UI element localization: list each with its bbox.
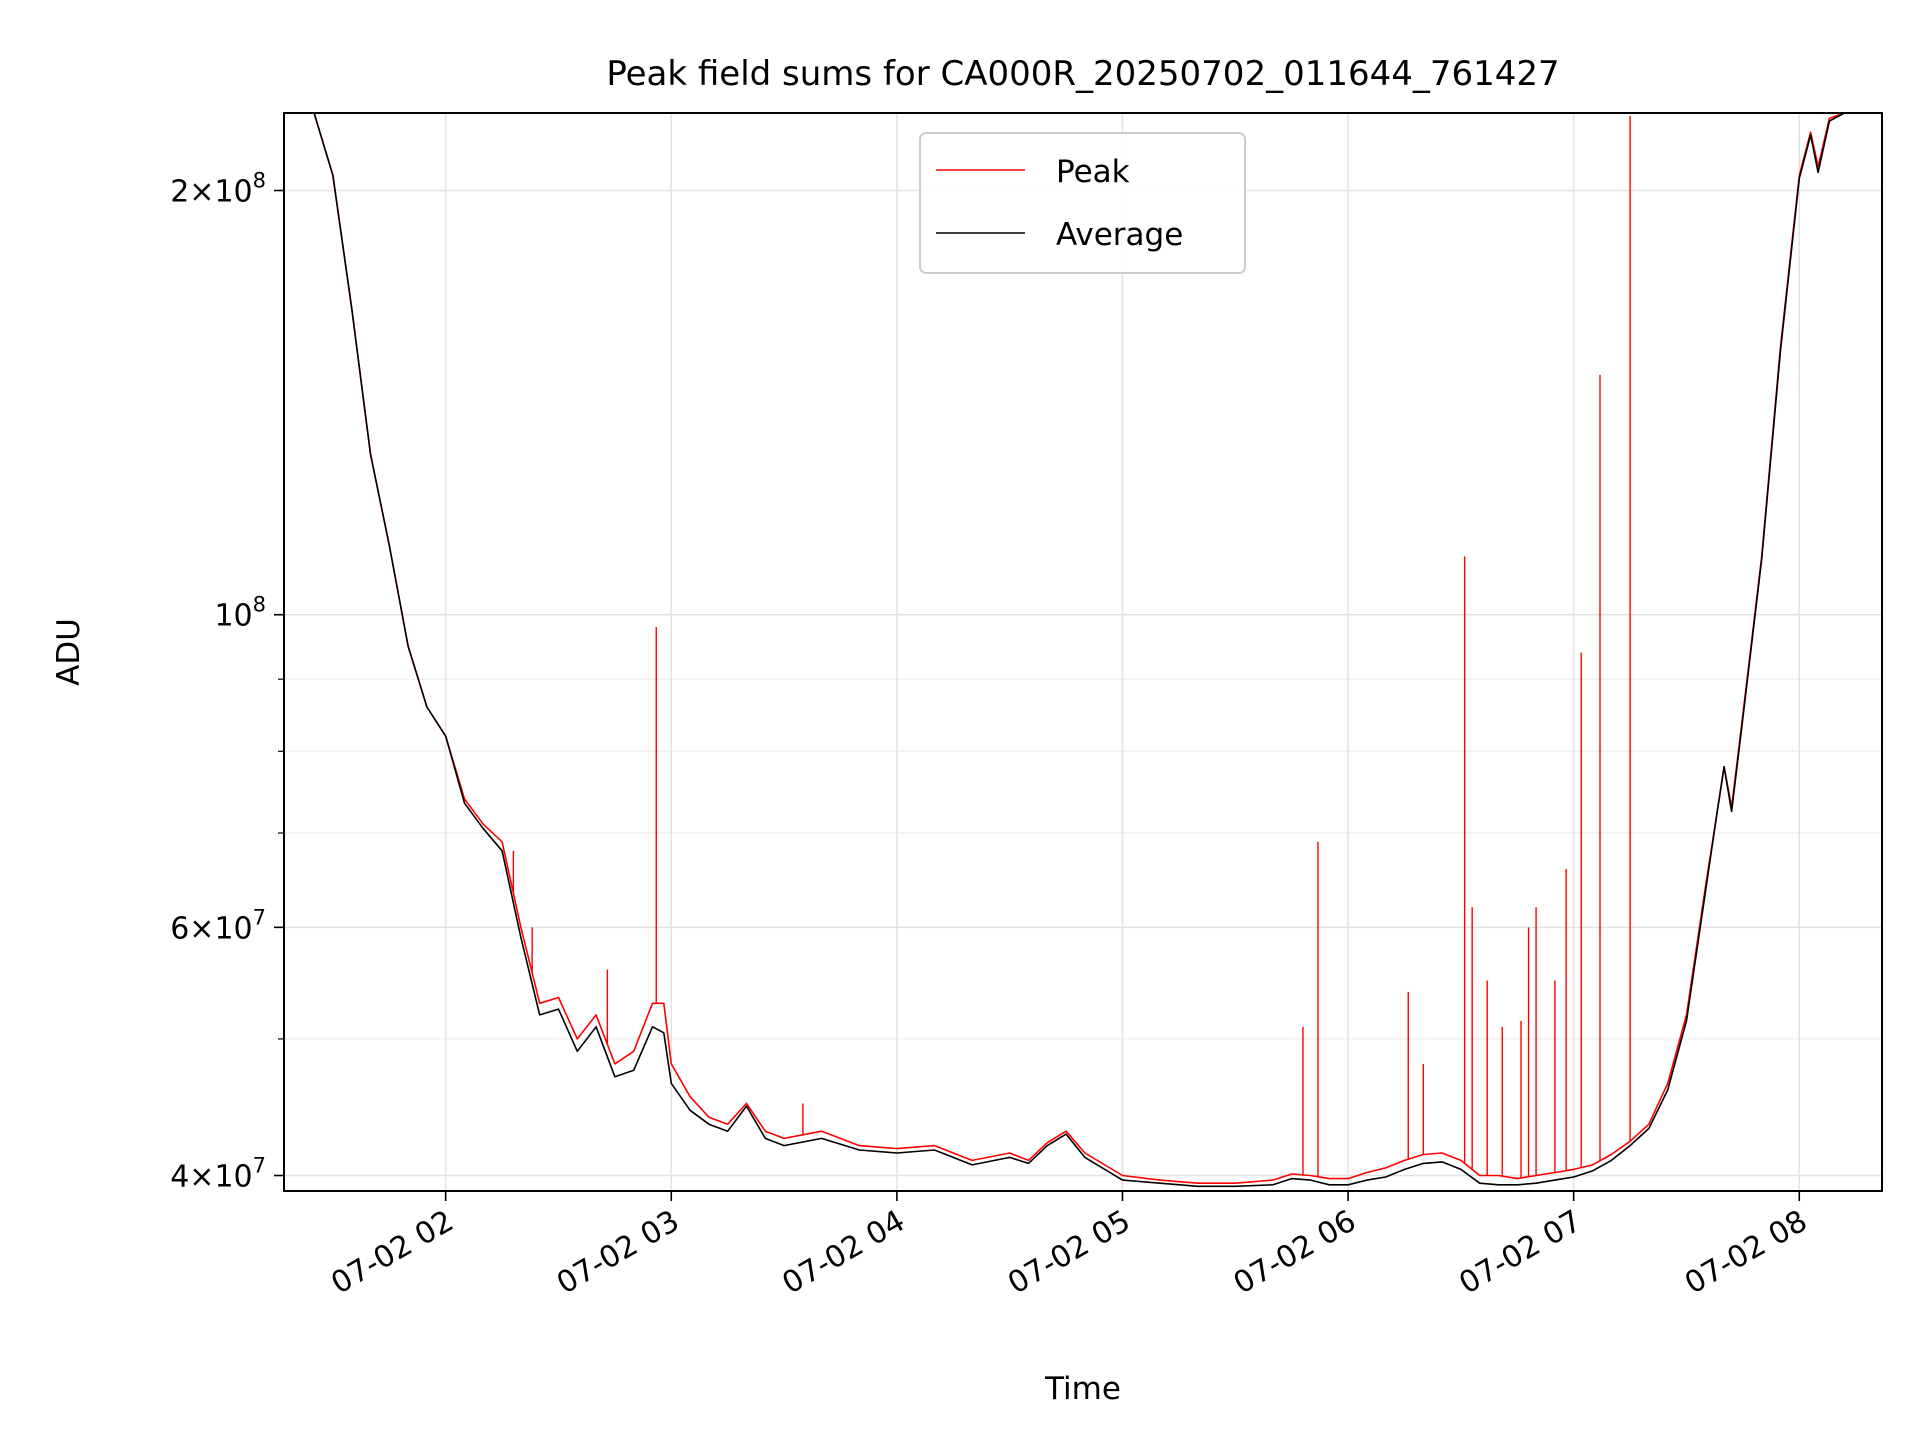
plot-background <box>284 113 1882 1191</box>
series-average-line <box>284 113 1882 1188</box>
chart-title: Peak field sums for CA000R_20250702_0116… <box>606 54 1559 94</box>
y-tick-label: 2×108 <box>170 169 266 210</box>
series-average <box>284 113 1882 1188</box>
y-tick-label: 4×107 <box>170 1154 266 1195</box>
series-layer <box>284 113 1882 1188</box>
y-axis-label: ADU <box>51 618 87 686</box>
grid <box>284 113 1882 1191</box>
series-peak <box>284 113 1882 1184</box>
legend-label-average: Average <box>1056 217 1183 253</box>
y-axis: 4×107 6×107 108 2×108 <box>170 169 284 1195</box>
legend-label-peak: Peak <box>1056 154 1130 190</box>
series-peak-line <box>284 113 1882 1184</box>
y-tick-label: 108 <box>214 593 266 634</box>
y-tick-label: 6×107 <box>170 905 266 946</box>
plot-frame <box>283 112 1883 1192</box>
x-axis-label: Time <box>1044 1371 1121 1407</box>
plot-area <box>283 112 1883 1192</box>
legend-frame <box>919 132 1246 274</box>
legend: Peak Average <box>919 132 1246 274</box>
